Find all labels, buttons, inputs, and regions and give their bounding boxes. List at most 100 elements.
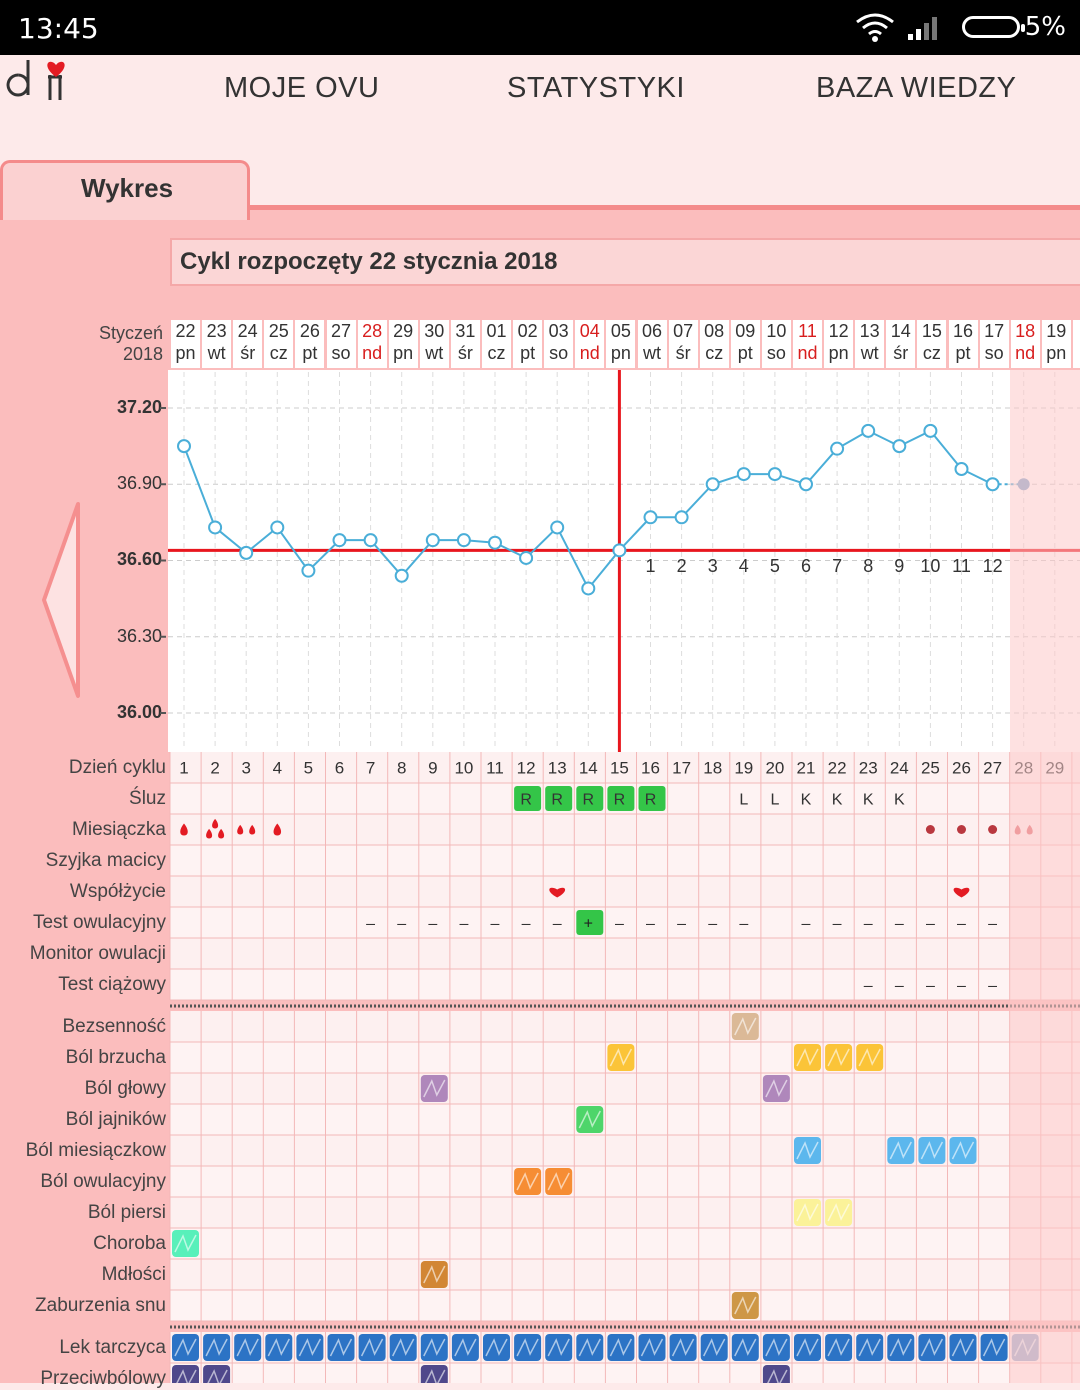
cycle-day-number: 27 [983,759,1002,778]
date-column[interactable]: 02 pt [513,320,543,368]
medication-marker-texture [329,1338,353,1357]
medication-marker-texture [951,1338,975,1357]
top-nav [0,55,1080,160]
nav-statystyki[interactable]: STATYSTYKI [507,72,685,104]
date-day: 22 [175,321,196,341]
temperature-point [425,533,440,548]
date-column[interactable]: 23 wt [202,320,232,368]
date-weekday: nd [579,343,600,363]
date-column[interactable]: 13 wt [855,320,885,368]
date-weekday: cz [487,343,506,363]
date-column[interactable]: 29 pn [388,320,418,368]
mucus-label: R [614,792,626,809]
nav-baza-wiedzy[interactable]: BAZA WIEDZY [816,72,1017,104]
date-column[interactable]: 09 pt [730,320,760,368]
previous-cycle-arrow-icon[interactable] [40,500,84,700]
cycle-title-box[interactable]: Cykl rozpoczęty 22 stycznia 2018 [170,238,1080,286]
date-column[interactable]: 03 so [544,320,574,368]
date-day: 17 [984,321,1005,341]
date-column[interactable]: 31 śr [450,320,480,368]
date-column[interactable]: 27 so [326,320,356,368]
date-column[interactable]: 06 wt [637,320,667,368]
date-column[interactable]: 24 śr [233,320,263,368]
date-column[interactable]: 2 [1072,320,1080,368]
mucus-label: L [770,792,779,809]
date-column[interactable]: 25 cz [264,320,294,368]
date-column[interactable]: 15 cz [917,320,947,368]
row-label: Ból głowy [84,1078,166,1099]
ovulation-test-result: – [553,916,562,933]
grid-row [170,1104,1080,1135]
temperature-point [830,441,845,456]
month-label: Styczeń 2018 [60,323,163,365]
grid-row [170,1363,1080,1383]
future-days-overlay [1010,370,1080,1383]
nav-moje-ovu[interactable]: MOJE OVU [224,72,380,104]
medication-marker-texture [578,1338,601,1357]
date-column[interactable]: 22 pn [171,320,200,368]
spotting-dot-icon [957,825,966,834]
date-column[interactable]: 12 pn [824,320,854,368]
date-column[interactable]: 19 pn [1041,320,1071,368]
status-bar: 13:45 5% [0,0,1080,55]
temperature-point [767,467,782,482]
app-logo[interactable] [4,55,84,110]
date-column[interactable]: 08 cz [699,320,729,368]
mucus-label: K [801,792,812,809]
medication-marker-texture [920,1338,944,1357]
date-column[interactable]: 16 pt [948,320,978,368]
ovulation-test-result: – [833,916,842,933]
date-column[interactable]: 17 so [979,320,1009,368]
date-day: 15 [921,321,942,341]
medication-marker-texture [298,1338,322,1357]
date-day: 25 [268,321,289,341]
cycle-day-number: 1 [179,759,188,778]
medication-marker-texture [734,1338,757,1357]
date-day: 06 [641,321,663,341]
symptom-marker-texture [827,1048,850,1067]
menstruation-drop-icon [218,828,225,839]
cycle-day-number: 25 [921,759,940,778]
date-column[interactable]: 26 pt [295,320,325,368]
temperature-point [581,581,596,596]
medication-marker-texture [640,1338,664,1357]
cycle-day-number: 16 [641,759,660,778]
tab-wykres[interactable]: Wykres [0,160,250,220]
medication-marker-texture [360,1338,384,1357]
date-column[interactable]: 30 wt [419,320,449,368]
date-weekday: pt [302,343,318,363]
row-label: Szyjka macicy [45,850,166,871]
medication-marker-texture [423,1338,446,1357]
post-ovulation-day-label: 5 [770,556,780,576]
date-column[interactable]: 10 so [761,320,791,368]
grid-row [170,876,1080,907]
grid-row [170,907,1080,938]
cycle-day-number: 26 [952,759,971,778]
date-column[interactable]: 07 śr [668,320,698,368]
row-label: Bezsenność [62,1016,166,1037]
symptom-marker-texture [858,1048,881,1067]
ovulation-test-result: – [802,916,811,933]
cycle-day-number: 13 [548,759,567,778]
medication-marker [420,1365,448,1383]
menstruation-drop-icon [206,828,213,839]
temperature-point [394,568,409,583]
date-column[interactable]: 01 cz [482,320,511,368]
pregnancy-test-result: – [988,978,997,995]
date-column[interactable]: 05 pn [606,320,636,368]
date-column[interactable]: 14 śr [886,320,916,368]
medication-marker-texture [176,1369,197,1383]
temperature-point [861,423,876,438]
symptom-marker-texture [547,1172,570,1191]
cycle-day-number: 17 [672,759,691,778]
row-label: Ból miesiączkow [25,1140,166,1161]
mucus-marker [514,786,542,811]
ovulation-test-result: + [584,916,593,933]
mucus-label: K [863,792,874,809]
date-weekday: cz [705,343,724,363]
